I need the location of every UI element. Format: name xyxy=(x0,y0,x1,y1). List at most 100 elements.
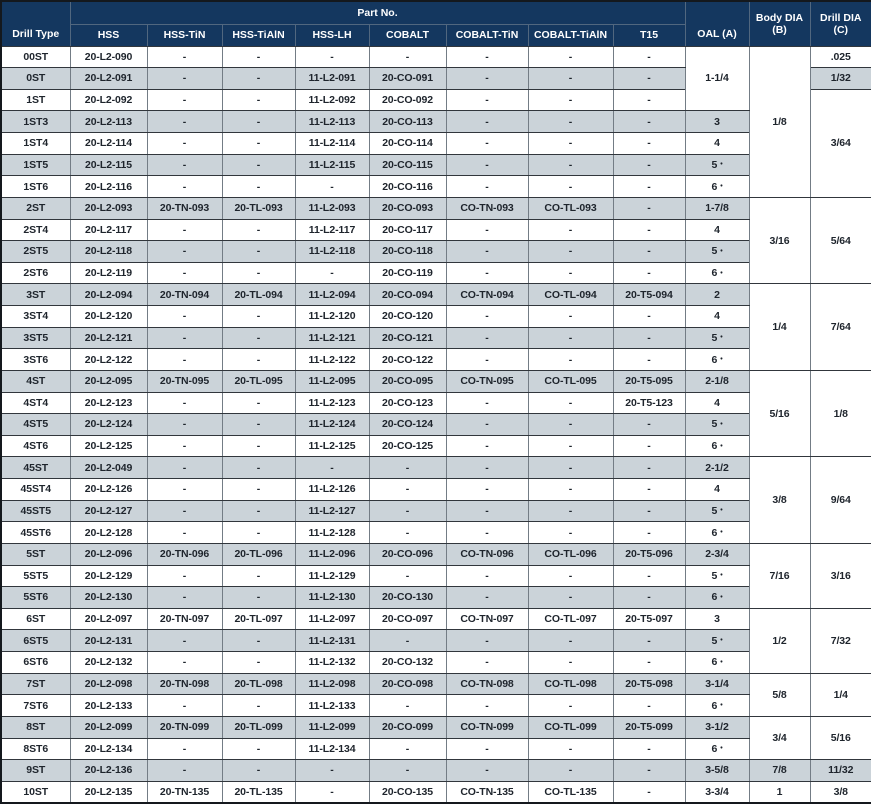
part-number-cell: 20-L2-095 xyxy=(69,369,148,393)
drill-dia-cell: 1/32 xyxy=(809,67,871,90)
oal-cell: 1-1/4 xyxy=(684,45,750,112)
footnote-dot: • xyxy=(720,658,723,666)
header-body-dia-line2: (B) xyxy=(772,23,787,36)
part-number-cell: 20-L2-131 xyxy=(69,629,148,652)
oal-cell: 4 xyxy=(684,132,750,155)
part-number-cell: 20-L2-134 xyxy=(69,737,148,761)
part-number-cell: 20-CO-115 xyxy=(368,153,447,177)
part-number-cell: 20-TN-094 xyxy=(146,283,223,306)
body-dia-cell: 1/8 xyxy=(748,45,811,198)
part-number-cell: 20-CO-123 xyxy=(368,391,447,415)
part-number-cell: 20-L2-129 xyxy=(69,564,148,588)
part-number-cell: - xyxy=(221,586,296,609)
header-t15: T15 xyxy=(612,23,686,47)
part-number-cell: - xyxy=(612,196,686,220)
part-number-cell: - xyxy=(146,521,223,544)
part-number-cell: - xyxy=(221,478,296,501)
part-number-cell: - xyxy=(445,651,529,674)
part-number-cell: 20-L2-126 xyxy=(69,478,148,501)
row-label-drill-type: 1ST3 xyxy=(0,110,71,133)
part-number-cell: - xyxy=(445,175,529,198)
part-number-cell: 20-T5-095 xyxy=(612,369,686,393)
part-number-cell: 20-L2-119 xyxy=(69,261,148,285)
part-number-cell: - xyxy=(221,305,296,328)
part-number-cell: - xyxy=(612,413,686,436)
part-number-cell: - xyxy=(527,434,614,458)
part-number-cell: - xyxy=(612,326,686,350)
part-number-cell: 20-TN-093 xyxy=(146,196,223,220)
part-number-cell: - xyxy=(527,45,614,69)
part-number-cell: - xyxy=(221,391,296,415)
part-number-cell: 20-CO-093 xyxy=(368,196,447,220)
oal-cell: 1-7/8 xyxy=(684,196,750,220)
table-row: 5ST5 20-L2-129- -11-L2-129- - - -5 • xyxy=(0,564,871,588)
row-label-drill-type: 9ST xyxy=(0,759,71,782)
footnote-dot: • xyxy=(720,745,723,753)
part-number-cell: 11-L2-123 xyxy=(294,391,370,415)
footnote-dot: • xyxy=(720,247,723,255)
part-number-cell: 11-L2-126 xyxy=(294,478,370,501)
oal-cell: 3-5/8 xyxy=(684,759,750,782)
header-row-materials: HSS HSS-TiN HSS-TiAlN HSS-LH COBALT COBA… xyxy=(1,23,871,47)
part-number-cell: - xyxy=(146,240,223,263)
part-number-cell: - xyxy=(612,694,686,717)
part-number-cell: - xyxy=(445,45,529,69)
table-row: 00ST 20-L2-090- - - - - - -1-1/4 1/8.025 xyxy=(0,45,871,198)
part-number-cell: - xyxy=(612,737,686,761)
part-number-cell: - xyxy=(368,694,447,717)
part-number-cell: 20-L2-092 xyxy=(69,88,148,112)
part-number-cell: 20-TL-094 xyxy=(221,283,296,306)
part-number-cell: - xyxy=(527,759,614,782)
table-row: 1ST3 20-L2-113- -11-L2-113 20-CO-113- - -3 xyxy=(0,110,871,133)
part-number-cell: - xyxy=(527,326,614,350)
table-row: 5ST 20-L2-096 20-TN-096 20-TL-096 11-L2-096 2… xyxy=(0,542,871,609)
part-number-cell: - xyxy=(146,629,223,652)
part-number-cell: - xyxy=(146,434,223,458)
part-number-cell: - xyxy=(445,737,529,761)
header-drill-type: Drill Type xyxy=(0,0,71,47)
part-number-cell: - xyxy=(612,521,686,544)
footnote-dot: • xyxy=(720,442,723,450)
header-hss-lh: HSS-LH xyxy=(294,23,370,47)
oal-cell: 6 • xyxy=(684,175,750,198)
part-number-cell: - xyxy=(527,175,614,198)
part-number-cell: - xyxy=(612,88,686,112)
row-label-drill-type: 00ST xyxy=(0,45,71,69)
table-row: 2ST5 20-L2-118- -11-L2-118 20-CO-118- - -5 • xyxy=(0,240,871,263)
part-number-cell: 20-L2-127 xyxy=(69,499,148,523)
row-label-drill-type: 6ST6 xyxy=(0,651,71,674)
part-number-cell: - xyxy=(527,391,614,415)
row-label-drill-type: 1ST xyxy=(0,88,71,112)
footnote-dot: • xyxy=(720,356,723,364)
part-number-cell: 20-CO-096 xyxy=(368,542,447,566)
part-number-cell: - xyxy=(146,261,223,285)
part-number-cell: 20-T5-096 xyxy=(612,542,686,566)
part-number-cell: - xyxy=(146,326,223,350)
part-number-cell: - xyxy=(146,45,223,69)
header-hss: HSS xyxy=(69,23,148,47)
part-number-cell: 20-L2-113 xyxy=(69,110,148,133)
table-row: 45ST6 20-L2-128- -11-L2-128- - - -6 • xyxy=(0,521,871,544)
part-number-cell: 20-L2-098 xyxy=(69,672,148,696)
part-number-cell: - xyxy=(445,153,529,177)
part-number-cell: - xyxy=(221,413,296,436)
header-drill-dia-line2: (C) xyxy=(833,23,849,36)
part-number-cell: 11-L2-117 xyxy=(294,218,370,242)
part-number-cell: - xyxy=(445,67,529,90)
part-number-cell: 20-L2-124 xyxy=(69,413,148,436)
part-number-cell: CO-TN-099 xyxy=(445,715,529,739)
oal-cell: 3 xyxy=(684,110,750,133)
oal-cell: 5 • xyxy=(684,629,750,652)
body-dia-cell: 3/8 xyxy=(748,456,811,544)
part-number-cell: CO-TN-095 xyxy=(445,369,529,393)
part-number-cell: 11-L2-098 xyxy=(294,672,370,696)
part-number-cell: - xyxy=(445,391,529,415)
part-number-cell: 20-L2-099 xyxy=(69,715,148,739)
part-number-cell: 20-L2-049 xyxy=(69,456,148,479)
part-number-cell: 20-L2-130 xyxy=(69,586,148,609)
part-number-cell: 11-L2-129 xyxy=(294,564,370,588)
part-number-cell: 20-L2-117 xyxy=(69,218,148,242)
part-number-cell: 20-L2-125 xyxy=(69,434,148,458)
header-cobalt-tin: COBALT-TiN xyxy=(445,23,529,47)
